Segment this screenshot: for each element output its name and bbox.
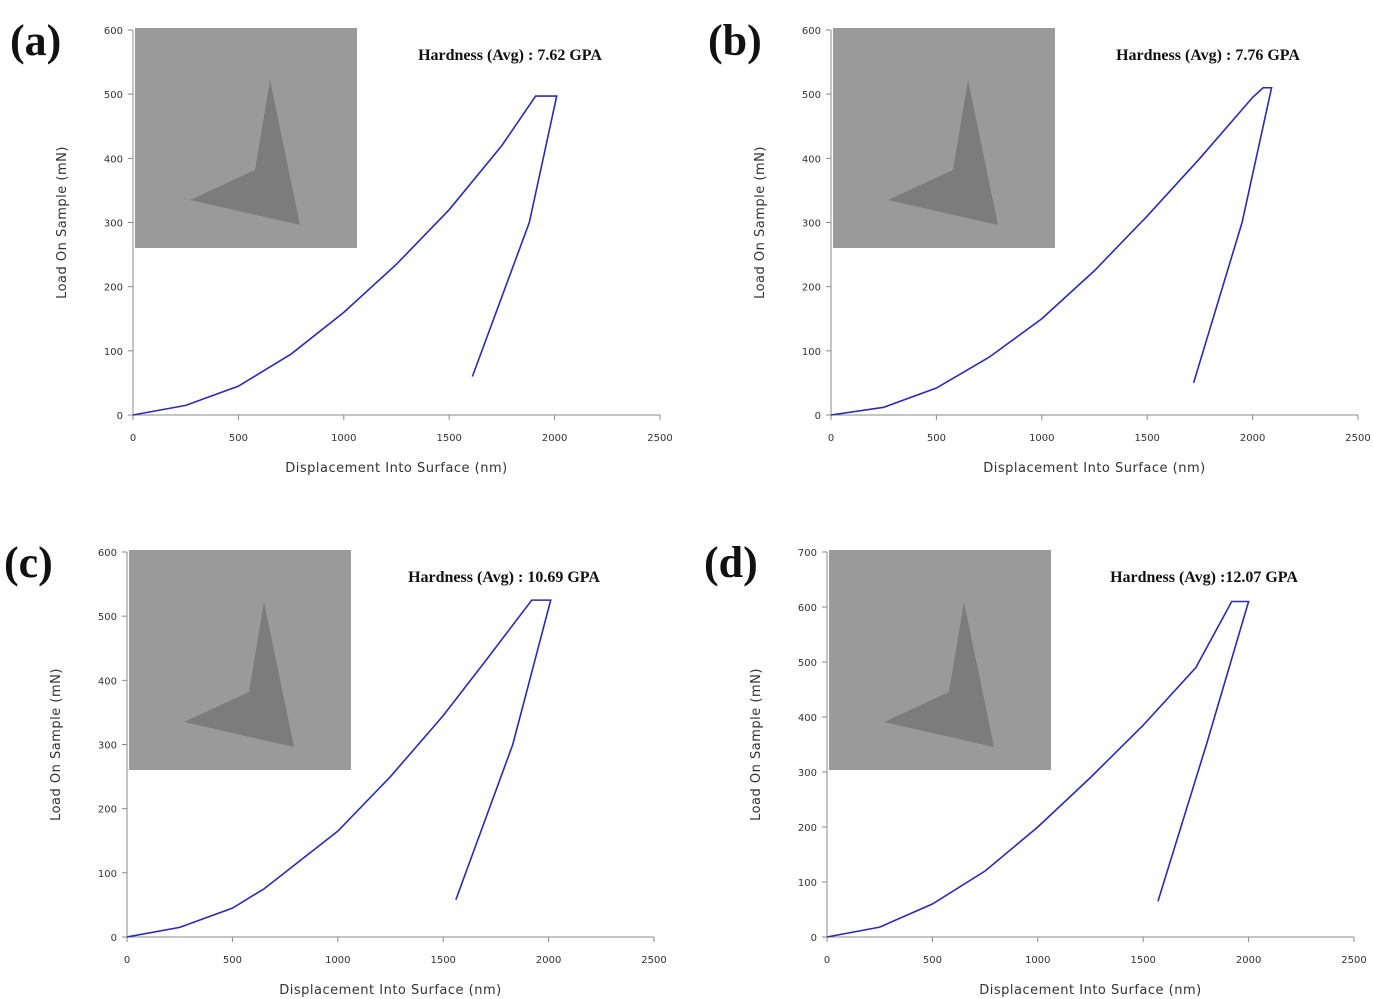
x-axis-label: Displacement Into Surface (nm) (979, 983, 1201, 998)
annotation: Hardness (Avg) : 7.62 GPA (418, 47, 602, 64)
x-tick-label: 0 (824, 955, 830, 966)
x-tick-label: 1500 (436, 433, 461, 444)
y-tick-label: 400 (104, 154, 123, 165)
y-axis-label: Load On Sample (mN) (749, 668, 764, 821)
x-tick-label: 500 (223, 955, 242, 966)
x-tick-label: 0 (130, 433, 136, 444)
x-tick-label: 1000 (1025, 955, 1050, 966)
annotation: Hardness (Avg) : 10.69 GPA (408, 569, 600, 586)
y-tick-label: 0 (111, 933, 117, 944)
y-tick-label: 400 (98, 676, 117, 687)
x-tick-label: 2000 (542, 433, 567, 444)
panel: 0 100 200 300 400 500 600 0 500 1000 1500 2000 2500 D… (4, 538, 667, 998)
x-tick-label: 2500 (641, 955, 666, 966)
y-axis-label: Load On Sample (mN) (55, 146, 70, 299)
y-tick-label: 400 (798, 713, 817, 724)
y-tick-label: 300 (98, 741, 117, 752)
x-axis-label: Displacement Into Surface (nm) (279, 983, 501, 998)
x-tick-label: 0 (828, 433, 834, 444)
panel: 0 100 200 300 400 500 600 0 500 1000 1500 2000 2500 D… (708, 16, 1371, 476)
panel-label: (d) (704, 538, 758, 587)
panel-label: (a) (10, 16, 61, 65)
y-tick-label: 400 (802, 154, 821, 165)
x-tick-label: 2000 (1240, 433, 1265, 444)
x-tick-label: 2500 (1341, 955, 1366, 966)
x-tick-label: 1500 (1134, 433, 1159, 444)
y-tick-label: 100 (104, 347, 123, 358)
y-axis-label: Load On Sample (mN) (753, 146, 768, 299)
sem-image (129, 550, 351, 770)
y-tick-label: 500 (98, 612, 117, 623)
x-tick-label: 1000 (1029, 433, 1054, 444)
x-tick-label: 2500 (647, 433, 672, 444)
x-tick-label: 1500 (430, 955, 455, 966)
y-tick-label: 500 (104, 90, 123, 101)
x-tick-label: 2500 (1345, 433, 1370, 444)
y-tick-label: 600 (98, 548, 117, 559)
x-tick-label: 2000 (536, 955, 561, 966)
x-axis-label: Displacement Into Surface (nm) (285, 461, 507, 476)
y-tick-label: 300 (798, 768, 817, 779)
x-tick-label: 500 (229, 433, 248, 444)
y-tick-label: 0 (815, 411, 821, 422)
x-tick-label: 1500 (1130, 955, 1155, 966)
x-axis-label: Displacement Into Surface (nm) (983, 461, 1205, 476)
figure: 010020030040050060005001000150020002500D… (0, 0, 1373, 999)
sem-image (135, 28, 357, 248)
panel: 0 100 200 300 400 500 600 0 500 1000 1500 2000 2500 D… (10, 16, 673, 476)
y-tick-label: 500 (798, 658, 817, 669)
panel-label: (b) (708, 16, 762, 65)
x-tick-label: 2000 (1236, 955, 1261, 966)
y-tick-label: 200 (798, 823, 817, 834)
y-tick-label: 200 (802, 283, 821, 294)
x-tick-label: 1000 (325, 955, 350, 966)
y-tick-label: 500 (802, 90, 821, 101)
y-tick-label: 100 (798, 878, 817, 889)
x-tick-label: 1000 (331, 433, 356, 444)
sem-image (833, 28, 1055, 248)
sem-image (829, 550, 1051, 770)
y-tick-label: 600 (104, 26, 123, 37)
y-tick-label: 0 (117, 411, 123, 422)
y-tick-label: 100 (98, 869, 117, 880)
y-tick-label: 300 (104, 219, 123, 230)
y-tick-label: 700 (798, 548, 817, 559)
y-tick-label: 0 (811, 933, 817, 944)
x-tick-label: 500 (927, 433, 946, 444)
y-tick-label: 600 (802, 26, 821, 37)
y-axis-label: Load On Sample (mN) (49, 668, 64, 821)
y-tick-label: 300 (802, 219, 821, 230)
panel-label: (c) (4, 538, 53, 587)
y-tick-label: 600 (798, 603, 817, 614)
x-tick-label: 0 (124, 955, 130, 966)
panel: 0 100 200 300 400 500 600 700 0 500 1000 1500 2000 25… (704, 538, 1367, 998)
y-tick-label: 200 (98, 805, 117, 816)
annotation: Hardness (Avg) :12.07 GPA (1110, 569, 1298, 586)
annotation: Hardness (Avg) : 7.76 GPA (1116, 47, 1300, 64)
y-tick-label: 100 (802, 347, 821, 358)
x-tick-label: 500 (923, 955, 942, 966)
y-tick-label: 200 (104, 283, 123, 294)
